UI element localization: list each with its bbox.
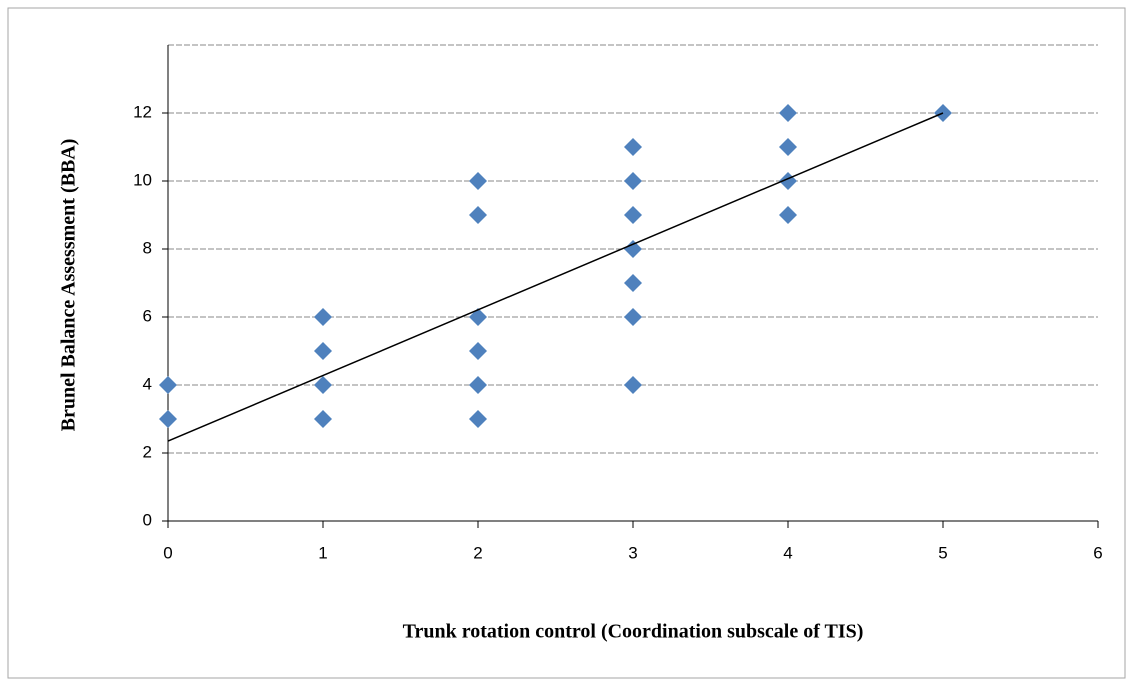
point (779, 206, 797, 224)
point (469, 342, 487, 360)
y-tick-label: 8 (143, 238, 152, 257)
x-tick-label: 2 (473, 543, 482, 562)
point (314, 410, 332, 428)
y-axis-label: Brunel Balance Assessment (BBA) (58, 139, 80, 432)
point (469, 410, 487, 428)
y-tick-label: 10 (133, 170, 152, 189)
x-tick-label: 5 (938, 543, 947, 562)
point (624, 172, 642, 190)
point (624, 274, 642, 292)
x-tick-label: 3 (628, 543, 637, 562)
x-tick-label: 6 (1093, 543, 1102, 562)
point (779, 104, 797, 122)
point (469, 206, 487, 224)
point (624, 206, 642, 224)
point (159, 410, 177, 428)
point (624, 138, 642, 156)
point (624, 308, 642, 326)
point (159, 376, 177, 394)
chart-border (7, 7, 1126, 679)
point (314, 308, 332, 326)
y-tick-label: 12 (133, 102, 152, 121)
x-tick-label: 1 (318, 543, 327, 562)
x-tick-label: 0 (163, 543, 172, 562)
y-tick-label: 4 (143, 374, 152, 393)
y-tick-label: 6 (143, 306, 152, 325)
x-axis-label: Trunk rotation control (Coordination sub… (403, 621, 864, 643)
point (779, 138, 797, 156)
y-tick-label: 2 (143, 442, 152, 461)
point (469, 376, 487, 394)
y-tick-label: 0 (143, 510, 152, 529)
point (314, 376, 332, 394)
point (469, 172, 487, 190)
x-tick-label: 4 (783, 543, 792, 562)
point (624, 376, 642, 394)
point (314, 342, 332, 360)
trendline (167, 112, 944, 442)
point (624, 240, 642, 258)
